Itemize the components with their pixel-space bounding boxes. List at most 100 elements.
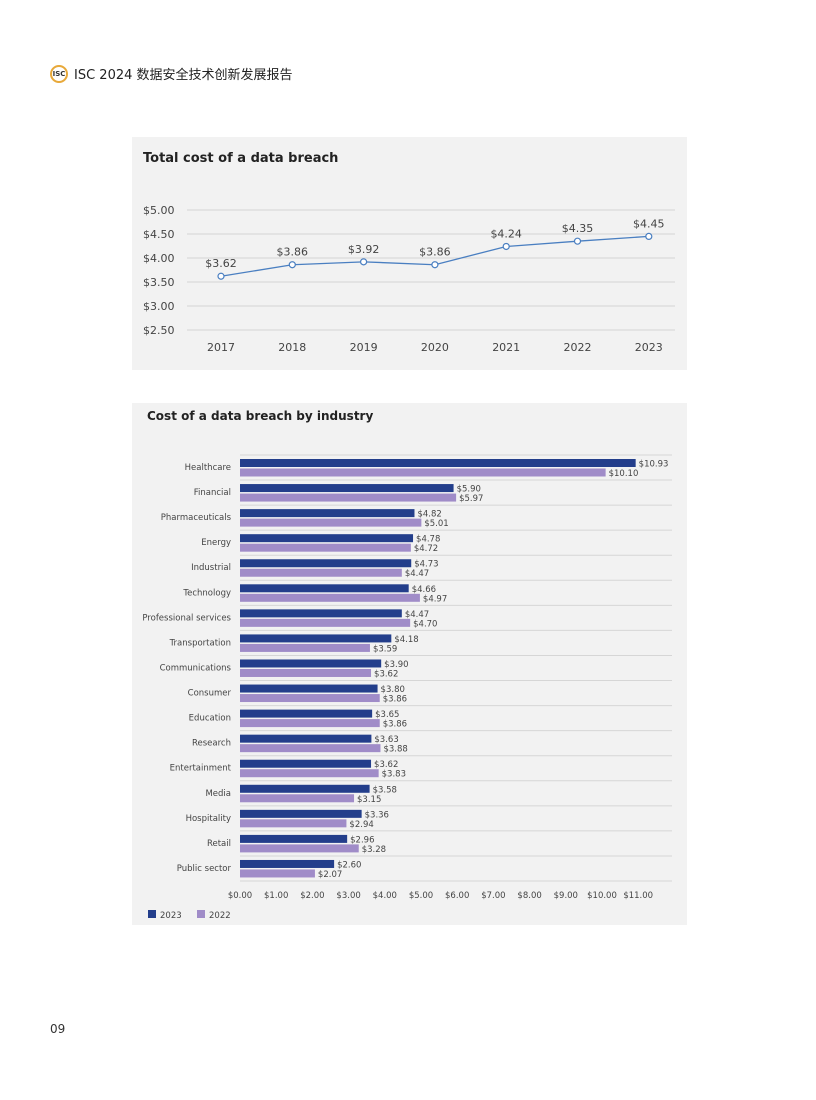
bar-2022 xyxy=(240,844,359,853)
bar-value-label: $2.96 xyxy=(350,835,374,845)
data-point xyxy=(360,258,368,266)
x-tick-label: $7.00 xyxy=(481,891,505,901)
bar-2023 xyxy=(240,859,335,868)
data-label: $3.92 xyxy=(348,243,380,256)
bar-value-label: $4.82 xyxy=(417,510,441,520)
bar-2022 xyxy=(240,618,411,627)
bar-value-label: $5.01 xyxy=(424,519,448,529)
data-label: $4.45 xyxy=(633,217,665,230)
bar-value-label: $4.47 xyxy=(405,569,429,579)
bar-2023 xyxy=(240,659,382,668)
category-label: Media xyxy=(205,789,231,799)
bar-value-label: $4.70 xyxy=(413,619,437,629)
bar-2023 xyxy=(240,734,372,743)
y-tick-label: $2.50 xyxy=(143,324,175,337)
data-point xyxy=(573,237,582,245)
bar-2022 xyxy=(240,518,422,527)
chart-title: Total cost of a data breach xyxy=(143,151,338,166)
bar-2023 xyxy=(240,784,370,793)
data-point xyxy=(217,272,225,280)
page-number: 09 xyxy=(50,1022,66,1036)
legend-swatch-2023 xyxy=(148,910,156,918)
category-label: Industrial xyxy=(191,563,231,573)
category-label: Financial xyxy=(194,488,231,498)
bar-2023 xyxy=(240,534,414,543)
y-tick-label: $4.50 xyxy=(143,228,175,241)
data-label: $3.86 xyxy=(277,246,309,259)
bar-value-label: $3.36 xyxy=(365,810,389,820)
bar-value-label: $3.15 xyxy=(357,795,381,805)
bar-value-label: $3.62 xyxy=(374,760,398,770)
x-tick-label: $10.00 xyxy=(587,891,617,901)
bar-2023 xyxy=(240,459,636,467)
bar-value-label: $10.10 xyxy=(609,469,639,479)
bar-2023 xyxy=(240,709,373,718)
data-point xyxy=(431,261,439,269)
bar-value-label: $3.80 xyxy=(381,685,405,695)
y-tick-label: $4.00 xyxy=(143,252,175,265)
x-tick-label: $8.00 xyxy=(517,891,541,901)
bar-2022 xyxy=(240,769,379,778)
x-tick-label: 2018 xyxy=(278,341,306,354)
x-tick-label: $6.00 xyxy=(445,891,469,901)
data-label: $3.62 xyxy=(205,257,237,270)
x-tick-label: 2020 xyxy=(421,341,449,354)
bar-value-label: $3.86 xyxy=(383,695,407,705)
category-label: Entertainment xyxy=(170,764,232,774)
category-label: Pharmaceuticals xyxy=(161,513,232,523)
bar-2023 xyxy=(240,584,409,593)
line-chart-panel: Total cost of a data breach $5.00 $4.50 $4.… xyxy=(132,137,687,370)
bar-2022 xyxy=(240,543,411,552)
bar-2022 xyxy=(240,468,606,477)
bar-2023 xyxy=(240,484,454,493)
data-label: $4.24 xyxy=(490,227,522,240)
category-label: Public sector xyxy=(177,864,232,874)
report-title: ISC 2024 数据安全技术创新发展报告 xyxy=(74,68,293,83)
legend-swatch-2022 xyxy=(197,910,205,918)
bar-2023 xyxy=(240,834,348,843)
category-label: Transportation xyxy=(169,638,231,648)
category-label: Retail xyxy=(207,839,231,849)
data-label: $3.86 xyxy=(419,246,451,259)
bar-2022 xyxy=(240,643,370,652)
x-tick-label: 2021 xyxy=(492,341,520,354)
bar-2023 xyxy=(240,609,402,618)
y-tick-label: $3.50 xyxy=(143,276,175,289)
data-point xyxy=(502,242,510,251)
bar-value-label: $3.28 xyxy=(362,845,386,855)
category-label: Education xyxy=(189,714,231,724)
y-tick-label: $3.00 xyxy=(143,300,175,313)
x-tick-label: $11.00 xyxy=(623,891,653,901)
bar-chart: Cost of a data breach by industry Healthc… xyxy=(142,409,672,921)
bar-value-label: $4.47 xyxy=(405,610,429,620)
bar-value-label: $4.66 xyxy=(412,585,436,595)
bar-value-label: $3.88 xyxy=(383,745,407,755)
bar-2022 xyxy=(240,668,372,677)
bar-value-label: $4.18 xyxy=(394,635,418,645)
isc-logo: ISC xyxy=(50,64,68,83)
bar-value-label: $4.78 xyxy=(416,535,440,545)
chart-title: Cost of a data breach by industry xyxy=(147,409,373,423)
bar-value-label: $2.60 xyxy=(337,860,361,870)
x-tick-label: $3.00 xyxy=(336,891,360,901)
bar-value-label: $3.59 xyxy=(373,644,397,654)
legend-label: 2023 xyxy=(160,911,182,921)
category-label: Research xyxy=(192,739,231,749)
bar-chart-panel: Cost of a data breach by industry Healthc… xyxy=(132,403,687,925)
bar-2023 xyxy=(240,559,412,568)
bar-value-label: $3.58 xyxy=(373,785,397,795)
bar-value-label: $2.07 xyxy=(318,870,342,880)
data-point xyxy=(288,261,296,269)
bar-2022 xyxy=(240,869,315,878)
bar-value-label: $3.65 xyxy=(375,710,399,720)
bar-2022 xyxy=(240,568,402,577)
bar-2022 xyxy=(240,593,420,602)
x-tick-label: 2022 xyxy=(564,341,592,354)
bar-2022 xyxy=(240,493,457,502)
category-label: Technology xyxy=(182,588,231,598)
bar-2023 xyxy=(240,759,372,768)
bar-value-label: $4.73 xyxy=(414,560,438,570)
x-tick-label: $1.00 xyxy=(264,891,288,901)
category-label: Consumer xyxy=(188,689,232,699)
